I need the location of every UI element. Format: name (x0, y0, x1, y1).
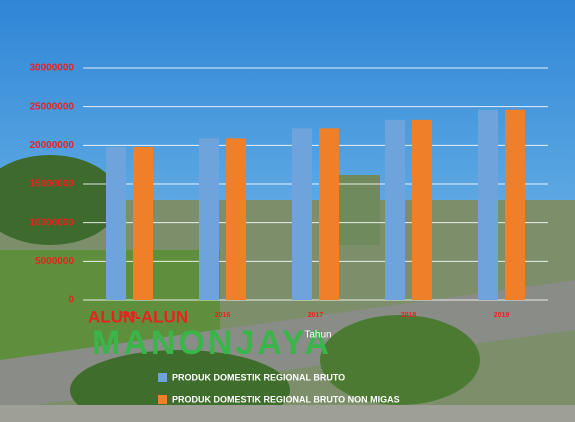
y-tick-label: 5000000 (35, 256, 74, 267)
y-tick-label: 20000000 (30, 140, 75, 151)
background-ground (0, 405, 575, 422)
bar (505, 109, 525, 300)
sign-text: MANONJAYA (92, 324, 332, 362)
bar (226, 138, 246, 300)
bar (199, 138, 219, 300)
background-tree (320, 315, 480, 405)
x-tick-label: 2019 (494, 312, 510, 319)
y-tick-label: 30000000 (30, 63, 75, 74)
x-axis-title: Tahun (304, 330, 331, 341)
x-tick-label: 2017 (308, 312, 324, 319)
legend-swatch (158, 395, 167, 404)
x-tick-label: 2016 (215, 312, 231, 319)
background-tree (70, 350, 290, 422)
legend-label: PRODUK DOMESTIK REGIONAL BRUTO (172, 372, 345, 382)
x-tick-label: 2018 (401, 312, 417, 319)
bar (412, 119, 432, 301)
y-tick-label: 15000000 (30, 179, 75, 190)
y-tick-label: 0 (68, 295, 74, 306)
bar (292, 128, 312, 300)
bar (478, 109, 498, 300)
legend-swatch (158, 373, 167, 382)
bar (319, 128, 339, 300)
legend-label: PRODUK DOMESTIK REGIONAL BRUTO NON MIGAS (172, 394, 400, 404)
bar (385, 119, 405, 301)
x-tick-label: 2015 (122, 312, 138, 319)
bar (106, 146, 126, 300)
y-tick-label: 25000000 (30, 101, 75, 112)
bar (133, 146, 153, 300)
y-tick-label: 10000000 (30, 217, 75, 228)
sign-text: ALUN-ALUN (88, 307, 188, 326)
